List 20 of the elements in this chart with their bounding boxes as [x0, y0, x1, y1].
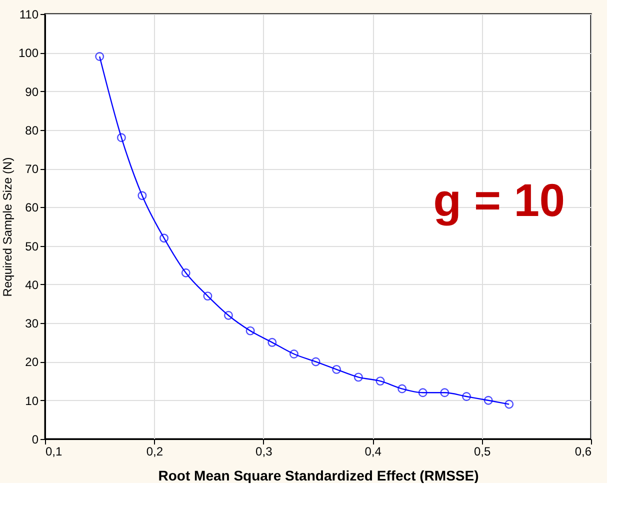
- y-tick-label: 0: [32, 432, 39, 446]
- x-tick-label: 0,5: [474, 444, 491, 458]
- y-tick-label: 90: [25, 84, 39, 99]
- y-tick-label: 100: [18, 46, 39, 60]
- x-tick-label: 0,3: [256, 444, 273, 458]
- y-tick-label: 50: [25, 239, 39, 254]
- x-tick-label: 0,4: [364, 444, 382, 458]
- annotation: g = 10: [433, 174, 565, 226]
- y-tick-label: 80: [25, 123, 39, 138]
- y-axis-title: Required Sample Size (N): [0, 157, 14, 297]
- y-tick-label: 20: [25, 355, 39, 370]
- x-tick-label: 0,2: [146, 444, 164, 458]
- x-tick-label: 0,6: [574, 444, 592, 458]
- x-tick-label: 0,1: [46, 444, 63, 458]
- y-tick-label: 10: [25, 394, 39, 408]
- y-tick-label: 60: [25, 200, 39, 215]
- y-tick-label: 70: [25, 162, 39, 176]
- y-tick-label: 110: [19, 8, 39, 22]
- y-tick-label: 40: [25, 278, 39, 292]
- y-tick-label: 30: [25, 316, 39, 331]
